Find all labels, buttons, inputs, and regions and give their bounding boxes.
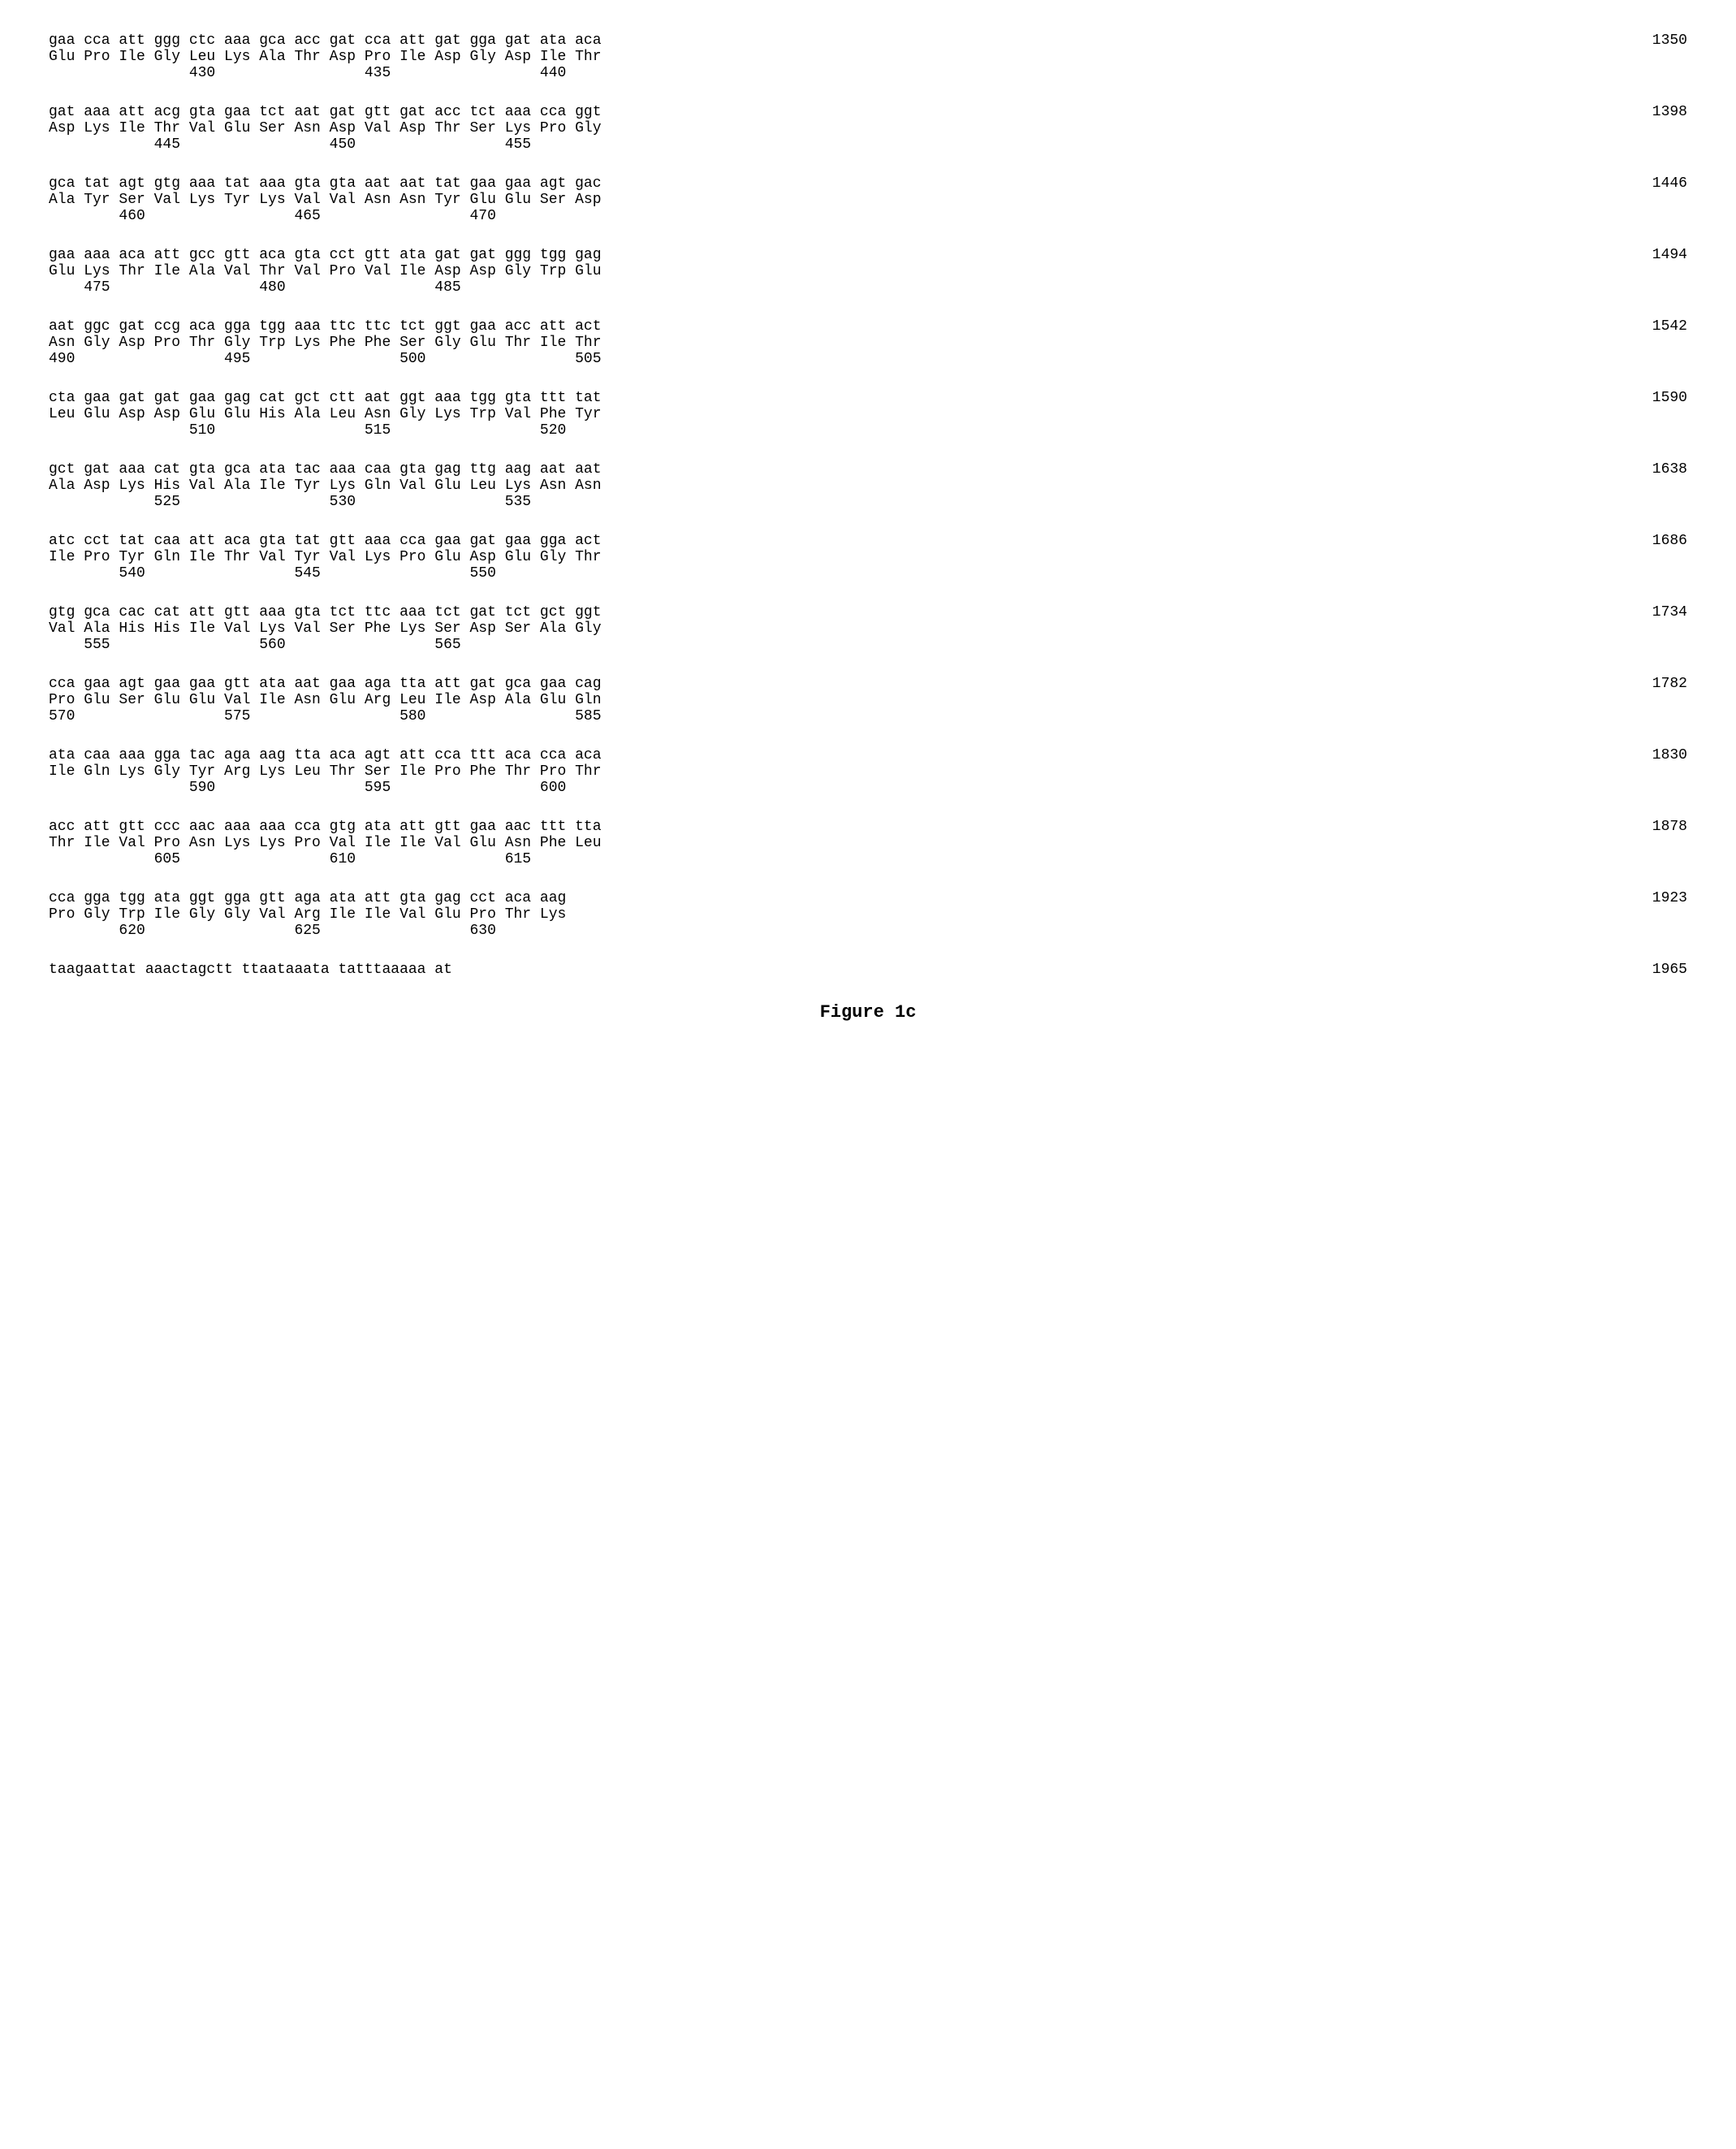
nucleotide-position: 1686 [1639,533,1687,549]
nucleotide-position: 1878 [1639,819,1687,835]
figure-label: Figure 1c [49,1002,1687,1023]
amino-acid-row: Thr Ile Val Pro Asn Lys Lys Pro Val Ile … [49,835,1687,851]
amino-acid-row: Asp Lys Ile Thr Val Glu Ser Asn Asp Val … [49,120,1687,136]
residue-number-row: 540 545 550 [49,565,1687,582]
sequence-block: ata caa aaa gga tac aga aag tta aca agt … [49,747,1687,796]
residue-number-row: 590 595 600 [49,780,1687,796]
codon-sequence: gaa cca att ggg ctc aaa gca acc gat cca … [49,32,602,49]
codon-row: gaa cca att ggg ctc aaa gca acc gat cca … [49,32,1687,49]
sequence-block: cca gaa agt gaa gaa gtt ata aat gaa aga … [49,676,1687,724]
residue-number-row: 510 515 520 [49,422,1687,439]
nucleotide-position: 1494 [1639,247,1687,263]
codon-sequence: cca gga tgg ata ggt gga gtt aga ata att … [49,890,602,906]
nucleotide-position: 1782 [1639,676,1687,692]
residue-number-row: 525 530 535 [49,494,1687,510]
amino-acid-row: Ile Pro Tyr Gln Ile Thr Val Tyr Val Lys … [49,549,1687,565]
nucleotide-position: 1398 [1639,104,1687,120]
residue-number-row: 460 465 470 [49,208,1687,224]
residue-number-row: 475 480 485 [49,279,1687,296]
codon-sequence: gct gat aaa cat gta gca ata tac aaa caa … [49,461,602,478]
sequence-block: gaa aaa aca att gcc gtt aca gta cct gtt … [49,247,1687,296]
amino-acid-row: Ala Tyr Ser Val Lys Tyr Lys Val Val Asn … [49,192,1687,208]
trailing-sequence: taagaattat aaactagctt ttaataaata tatttaa… [49,962,452,978]
codon-row: gtg gca cac cat att gtt aaa gta tct ttc … [49,604,1687,620]
amino-acid-row: Leu Glu Asp Asp Glu Glu His Ala Leu Asn … [49,406,1687,422]
residue-number-row: 445 450 455 [49,136,1687,153]
residue-number-row: 605 610 615 [49,851,1687,867]
nucleotide-position: 1923 [1639,890,1687,906]
nucleotide-position: 1734 [1639,604,1687,620]
nucleotide-position: 1446 [1639,175,1687,192]
residue-number-row: 430 435 440 [49,65,1687,81]
amino-acid-row: Asn Gly Asp Pro Thr Gly Trp Lys Phe Phe … [49,335,1687,351]
amino-acid-row: Ile Gln Lys Gly Tyr Arg Lys Leu Thr Ser … [49,763,1687,780]
nucleotide-position: 1590 [1639,390,1687,406]
nucleotide-position: 1830 [1639,747,1687,763]
codon-row: gct gat aaa cat gta gca ata tac aaa caa … [49,461,1687,478]
nucleotide-position: 1638 [1639,461,1687,478]
codon-sequence: atc cct tat caa att aca gta tat gtt aaa … [49,533,602,549]
amino-acid-row: Pro Gly Trp Ile Gly Gly Val Arg Ile Ile … [49,906,1687,923]
residue-number-row: 570 575 580 585 [49,708,1687,724]
codon-row: atc cct tat caa att aca gta tat gtt aaa … [49,533,1687,549]
residue-number-row: 490 495 500 505 [49,351,1687,367]
codon-row: cca gaa agt gaa gaa gtt ata aat gaa aga … [49,676,1687,692]
codon-sequence: gca tat agt gtg aaa tat aaa gta gta aat … [49,175,602,192]
sequence-block: cta gaa gat gat gaa gag cat gct ctt aat … [49,390,1687,439]
sequence-container: gaa cca att ggg ctc aaa gca acc gat cca … [49,32,1687,939]
amino-acid-row: Glu Lys Thr Ile Ala Val Thr Val Pro Val … [49,263,1687,279]
sequence-block: gca tat agt gtg aaa tat aaa gta gta aat … [49,175,1687,224]
codon-row: gat aaa att acg gta gaa tct aat gat gtt … [49,104,1687,120]
codon-row: gca tat agt gtg aaa tat aaa gta gta aat … [49,175,1687,192]
sequence-block: gtg gca cac cat att gtt aaa gta tct ttc … [49,604,1687,653]
codon-sequence: cca gaa agt gaa gaa gtt ata aat gaa aga … [49,676,602,692]
sequence-block: gaa cca att ggg ctc aaa gca acc gat cca … [49,32,1687,81]
amino-acid-row: Ala Asp Lys His Val Ala Ile Tyr Lys Gln … [49,478,1687,494]
nucleotide-position: 1542 [1639,318,1687,335]
codon-row: ata caa aaa gga tac aga aag tta aca agt … [49,747,1687,763]
codon-row: cca gga tgg ata ggt gga gtt aga ata att … [49,890,1687,906]
codon-sequence: ata caa aaa gga tac aga aag tta aca agt … [49,747,602,763]
sequence-block: cca gga tgg ata ggt gga gtt aga ata att … [49,890,1687,939]
residue-number-row: 620 625 630 [49,923,1687,939]
amino-acid-row: Glu Pro Ile Gly Leu Lys Ala Thr Asp Pro … [49,49,1687,65]
sequence-block: atc cct tat caa att aca gta tat gtt aaa … [49,533,1687,582]
codon-sequence: cta gaa gat gat gaa gag cat gct ctt aat … [49,390,602,406]
codon-sequence: aat ggc gat ccg aca gga tgg aaa ttc ttc … [49,318,602,335]
sequence-block: gat aaa att acg gta gaa tct aat gat gtt … [49,104,1687,153]
codon-sequence: gat aaa att acg gta gaa tct aat gat gtt … [49,104,602,120]
codon-row: cta gaa gat gat gaa gag cat gct ctt aat … [49,390,1687,406]
amino-acid-row: Pro Glu Ser Glu Glu Val Ile Asn Glu Arg … [49,692,1687,708]
codon-sequence: gtg gca cac cat att gtt aaa gta tct ttc … [49,604,602,620]
codon-row: gaa aaa aca att gcc gtt aca gta cct gtt … [49,247,1687,263]
amino-acid-row: Val Ala His His Ile Val Lys Val Ser Phe … [49,620,1687,637]
codon-row: aat ggc gat ccg aca gga tgg aaa ttc ttc … [49,318,1687,335]
nucleotide-position: 1350 [1639,32,1687,49]
residue-number-row: 555 560 565 [49,637,1687,653]
sequence-block: acc att gtt ccc aac aaa aaa cca gtg ata … [49,819,1687,867]
codon-sequence: acc att gtt ccc aac aaa aaa cca gtg ata … [49,819,602,835]
trailing-position: 1965 [1639,962,1687,978]
sequence-block: aat ggc gat ccg aca gga tgg aaa ttc ttc … [49,318,1687,367]
sequence-block: gct gat aaa cat gta gca ata tac aaa caa … [49,461,1687,510]
codon-sequence: gaa aaa aca att gcc gtt aca gta cct gtt … [49,247,602,263]
trailing-sequence-row: taagaattat aaactagctt ttaataaata tatttaa… [49,962,1687,978]
codon-row: acc att gtt ccc aac aaa aaa cca gtg ata … [49,819,1687,835]
